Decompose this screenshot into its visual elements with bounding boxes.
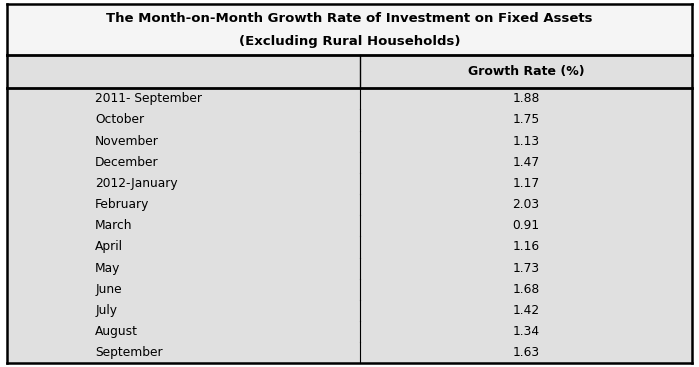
Bar <box>7 173 692 194</box>
Bar <box>7 109 692 131</box>
Text: 1.16: 1.16 <box>512 240 540 254</box>
Text: Growth Rate (%): Growth Rate (%) <box>468 65 584 78</box>
Bar <box>7 152 692 173</box>
Bar <box>7 88 692 109</box>
Text: 1.75: 1.75 <box>512 113 540 127</box>
Text: June: June <box>95 283 122 296</box>
Text: 2012-January: 2012-January <box>95 177 178 190</box>
Text: February: February <box>95 198 150 211</box>
Text: 1.68: 1.68 <box>512 283 540 296</box>
Bar <box>7 342 692 363</box>
Text: August: August <box>95 325 138 338</box>
Text: November: November <box>95 135 159 148</box>
Text: 1.17: 1.17 <box>512 177 540 190</box>
Text: May: May <box>95 262 120 275</box>
Text: 2.03: 2.03 <box>512 198 540 211</box>
Bar <box>7 321 692 342</box>
Text: 1.63: 1.63 <box>512 346 540 359</box>
Bar <box>7 258 692 279</box>
Text: July: July <box>95 304 117 317</box>
Bar <box>7 55 692 88</box>
Bar <box>7 131 692 152</box>
Text: September: September <box>95 346 163 359</box>
Text: December: December <box>95 156 159 169</box>
Text: 1.34: 1.34 <box>512 325 540 338</box>
Text: (Excluding Rural Households): (Excluding Rural Households) <box>239 35 460 48</box>
Text: April: April <box>95 240 123 254</box>
Text: March: March <box>95 219 133 232</box>
Bar <box>7 236 692 258</box>
Text: 1.42: 1.42 <box>512 304 540 317</box>
Text: 1.88: 1.88 <box>512 92 540 105</box>
Text: 1.73: 1.73 <box>512 262 540 275</box>
Text: October: October <box>95 113 144 127</box>
Text: 0.91: 0.91 <box>512 219 540 232</box>
Text: 1.47: 1.47 <box>512 156 540 169</box>
Bar <box>7 4 692 55</box>
Text: 1.13: 1.13 <box>512 135 540 148</box>
Bar <box>7 215 692 236</box>
Bar <box>7 279 692 300</box>
Text: The Month-on-Month Growth Rate of Investment on Fixed Assets: The Month-on-Month Growth Rate of Invest… <box>106 12 593 25</box>
Text: 2011- September: 2011- September <box>95 92 202 105</box>
Bar <box>7 300 692 321</box>
Bar <box>7 194 692 215</box>
